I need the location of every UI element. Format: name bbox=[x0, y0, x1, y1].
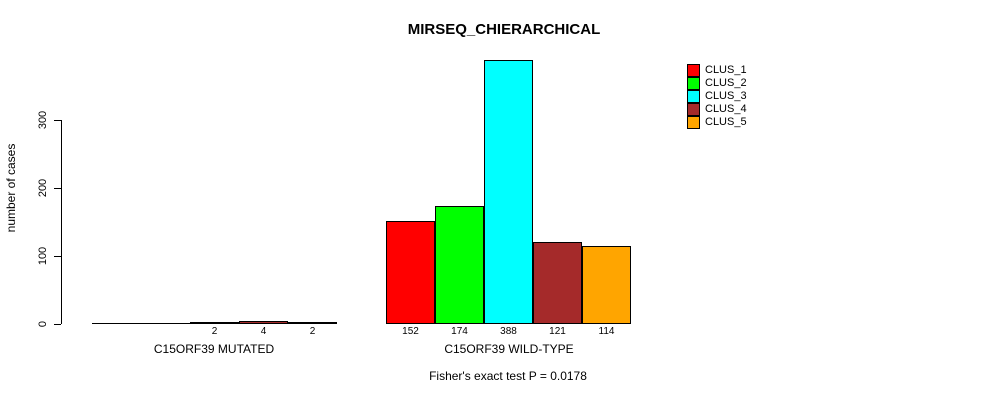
bar-value-label: 4 bbox=[260, 326, 267, 337]
legend-swatch-clus_3 bbox=[687, 90, 700, 103]
bar-value-label: 2 bbox=[211, 326, 218, 337]
fisher-test-annotation: Fisher's exact test P = 0.0178 bbox=[429, 369, 587, 383]
bar-clus_2-zero bbox=[141, 323, 190, 324]
y-axis-tick-label: 100 bbox=[37, 246, 49, 266]
bar-value-label: 152 bbox=[402, 326, 419, 337]
legend-item-clus_5: CLUS_5 bbox=[687, 116, 747, 129]
y-axis-tick bbox=[54, 187, 61, 189]
group-label-wildtype: C15ORF39 WILD-TYPE bbox=[444, 342, 574, 356]
bar-value-label: 2 bbox=[309, 326, 316, 337]
y-axis-tick-label: 200 bbox=[37, 178, 49, 198]
y-axis-tick-label: 300 bbox=[37, 110, 49, 130]
y-axis-tick bbox=[54, 255, 61, 257]
legend-label: CLUS_4 bbox=[705, 103, 747, 115]
y-axis-tick-label: 0 bbox=[37, 320, 49, 328]
bar-clus_5 bbox=[582, 246, 631, 324]
legend-label: CLUS_1 bbox=[705, 64, 747, 76]
bar-clus_4 bbox=[533, 242, 582, 324]
legend-item-clus_4: CLUS_4 bbox=[687, 103, 747, 116]
legend-item-clus_2: CLUS_2 bbox=[687, 77, 747, 90]
bar-clus_3 bbox=[484, 60, 533, 324]
y-axis-label: number of cases bbox=[4, 143, 18, 233]
bar-clus_2 bbox=[435, 206, 484, 324]
legend-label: CLUS_3 bbox=[705, 90, 747, 102]
y-axis-line bbox=[61, 120, 62, 324]
bar-value-label: 388 bbox=[500, 326, 517, 337]
legend: CLUS_1 CLUS_2 CLUS_3 CLUS_4 CLUS_5 bbox=[687, 64, 747, 129]
bar-clus_4 bbox=[239, 321, 288, 324]
legend-label: CLUS_5 bbox=[705, 116, 747, 128]
legend-label: CLUS_2 bbox=[705, 77, 747, 89]
bar-value-label: 114 bbox=[598, 326, 615, 337]
bar-clus_1-zero bbox=[92, 323, 141, 324]
y-axis-tick bbox=[54, 323, 61, 325]
group-label-mutated: C15ORF39 MUTATED bbox=[153, 342, 275, 356]
legend-swatch-clus_4 bbox=[687, 103, 700, 116]
bar-clus_1 bbox=[386, 221, 435, 324]
bar-value-label: 174 bbox=[451, 326, 468, 337]
legend-item-clus_1: CLUS_1 bbox=[687, 64, 747, 77]
bar-clus_5 bbox=[288, 322, 337, 324]
legend-swatch-clus_2 bbox=[687, 77, 700, 90]
y-axis-tick bbox=[54, 119, 61, 121]
legend-swatch-clus_5 bbox=[687, 116, 700, 129]
legend-swatch-clus_1 bbox=[687, 64, 700, 77]
bar-clus_3 bbox=[190, 322, 239, 324]
bar-value-label: 121 bbox=[549, 326, 566, 337]
chart-title: MIRSEQ_CHIERARCHICAL bbox=[407, 21, 601, 38]
legend-item-clus_3: CLUS_3 bbox=[687, 90, 747, 103]
